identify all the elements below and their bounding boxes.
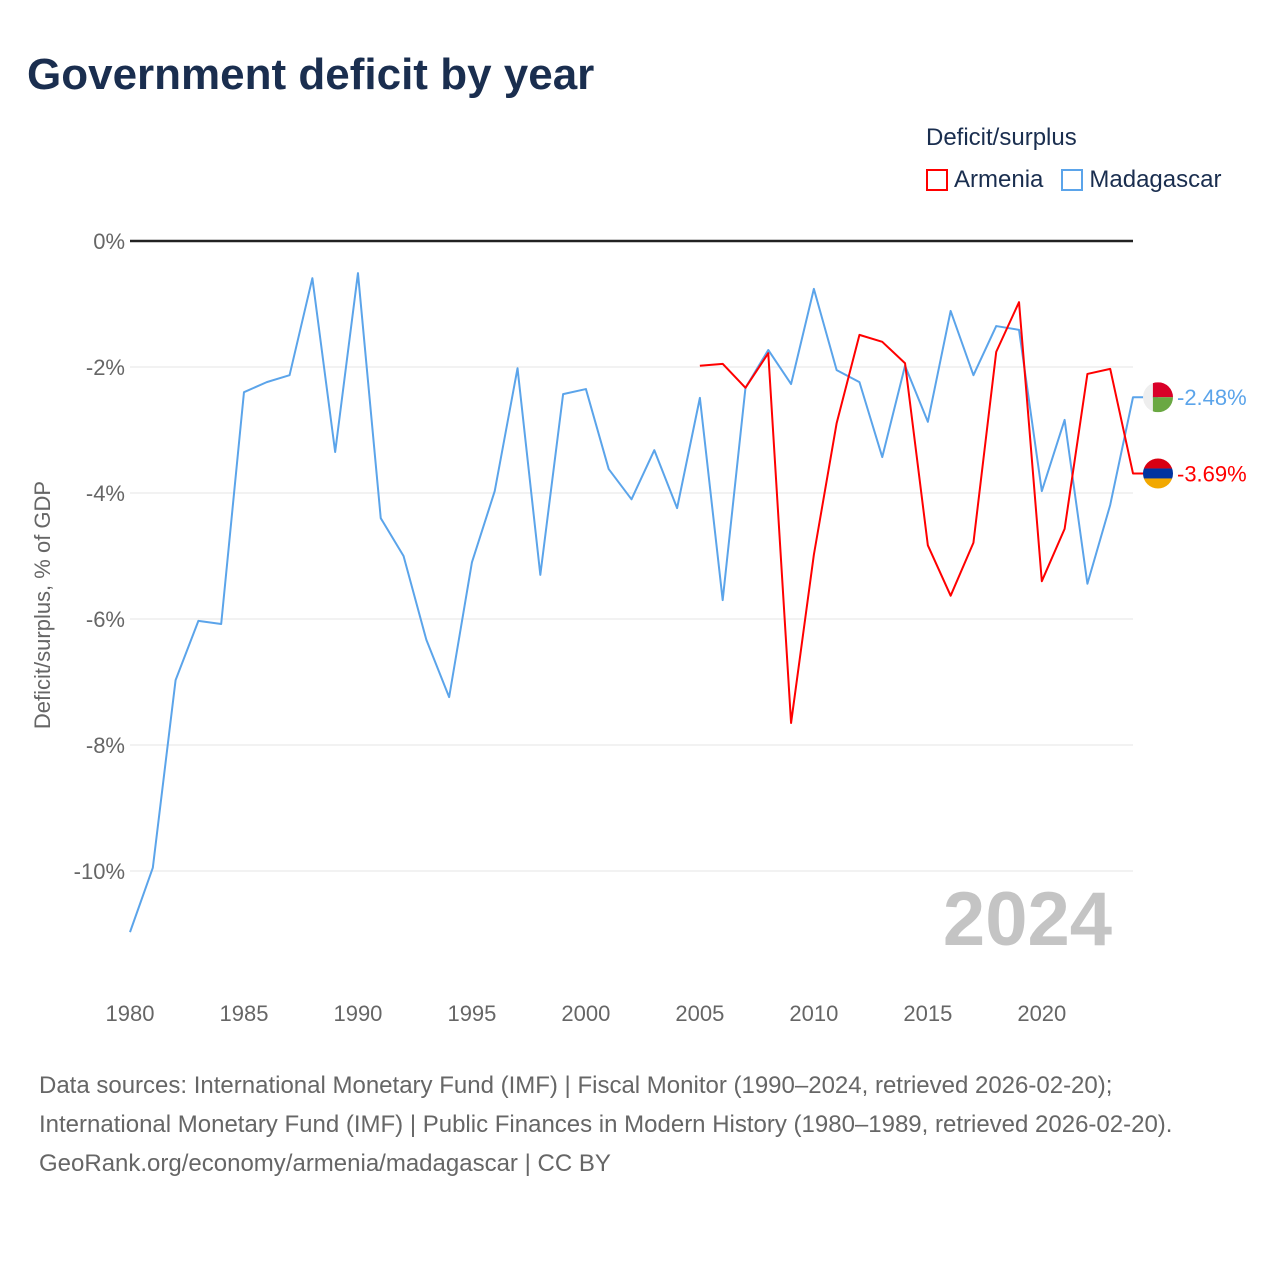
x-tick-label: 2005 [675, 1001, 724, 1026]
y-tick-label: 0% [93, 229, 125, 254]
legend-title: Deficit/surplus [926, 124, 1077, 151]
year-watermark: 2024 [943, 877, 1112, 962]
legend-swatch-madagascar [1061, 169, 1084, 191]
data-sources: Data sources: International Monetary Fun… [39, 1072, 1173, 1138]
end-value-label-armenia: -3.69% [1177, 461, 1247, 486]
legend-swatch-armenia [926, 169, 948, 191]
x-tick-label: 2000 [561, 1001, 610, 1026]
legend-label: Armenia [954, 166, 1044, 193]
series-line-madagascar [129, 272, 1158, 933]
y-axis-label: Deficit/surplus, % of GDP [30, 481, 55, 729]
legend-item-madagascar[interactable]: Madagascar [1061, 166, 1221, 194]
y-tick-label: -10% [74, 859, 125, 884]
y-tick-label: -2% [86, 355, 125, 380]
footer: Data sources: International Monetary Fun… [39, 1066, 1239, 1183]
end-value-label-madagascar: -2.48% [1177, 385, 1247, 410]
y-tick-label: -8% [86, 733, 125, 758]
credit-link[interactable]: GeoRank.org/economy/armenia/madagascar |… [39, 1150, 611, 1177]
x-tick-label: 2015 [903, 1001, 952, 1026]
legend-label: Madagascar [1089, 166, 1222, 193]
x-tick-label: 1995 [447, 1001, 496, 1026]
x-tick-label: 1980 [106, 1001, 155, 1026]
x-tick-label: 1990 [333, 1001, 382, 1026]
x-tick-label: 2020 [1017, 1001, 1066, 1026]
y-tick-label: -4% [86, 481, 125, 506]
y-tick-label: -6% [86, 607, 125, 632]
line-chart: 0% -2% -4% -6% -8% -10% 1980 1985 1990 1995 2000 20… [30, 229, 1247, 1026]
series-line-armenia [699, 301, 1158, 724]
x-tick-label: 2010 [789, 1001, 838, 1026]
madagascar-flag-icon [1143, 382, 1173, 413]
x-tick-label: 1985 [220, 1001, 269, 1026]
armenia-flag-icon [1143, 458, 1173, 489]
legend-item-armenia[interactable]: Armenia [926, 166, 1043, 194]
legend: Armenia Madagascar [926, 166, 1221, 194]
chart-title: Government deficit by year [27, 50, 595, 99]
